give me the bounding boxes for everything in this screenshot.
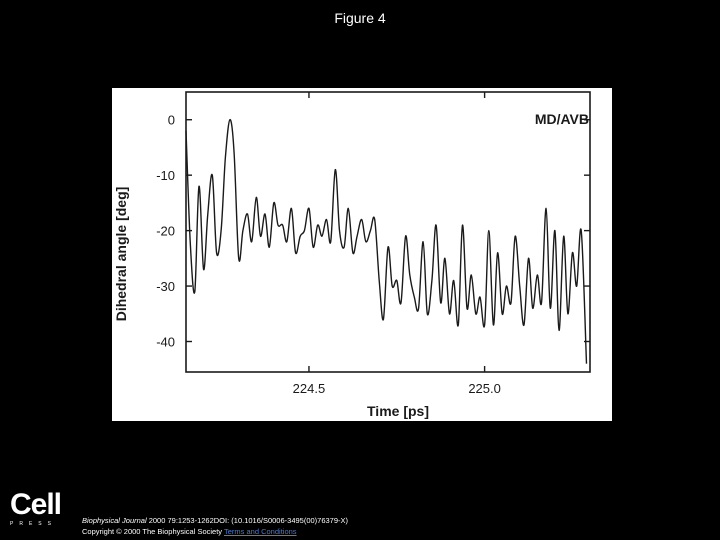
figure-panel: 0 -10 -20 -30 -40 224.5 225.0 MD/AVB Time [ps… [112, 88, 612, 421]
y-tick-label: -40 [156, 335, 175, 350]
y-axis-label: Dihedral angle [deg] [113, 187, 129, 322]
x-tick-label: 225.0 [468, 381, 501, 396]
logo-word: Cell [10, 488, 62, 521]
y-tick-label: -20 [156, 224, 175, 239]
terms-link[interactable]: Terms and Conditions [224, 527, 297, 536]
chart-axes [185, 91, 591, 373]
chart-annotation: MD/AVB [535, 111, 589, 127]
y-tick-label: 0 [168, 113, 175, 128]
x-ticks: 224.5 225.0 [293, 92, 501, 396]
slide-title: Figure 4 [334, 10, 386, 26]
x-tick-label: 224.5 [293, 381, 326, 396]
y-tick-label: -30 [156, 279, 175, 294]
x-axis-label: Time [ps] [367, 403, 429, 419]
citation-journal: Biophysical Journal [82, 516, 147, 525]
citation: Biophysical Journal 2000 79:1253-1262DOI… [82, 515, 348, 537]
dihedral-angle-chart: 0 -10 -20 -30 -40 224.5 225.0 MD/AVB Time [ps… [113, 91, 591, 419]
y-ticks: 0 -10 -20 -30 -40 [156, 113, 590, 350]
cell-press-logo: Cell PRESS [10, 490, 72, 530]
y-tick-label: -10 [156, 168, 175, 183]
logo-press: PRESS [10, 521, 57, 527]
citation-line-2: Copyright © 2000 The Biophysical Society… [82, 526, 348, 537]
citation-line-1: Biophysical Journal 2000 79:1253-1262DOI… [82, 515, 348, 526]
series-line [185, 118, 588, 364]
citation-details: 2000 79:1253-1262DOI: (10.1016/S0006-349… [146, 516, 349, 525]
plot-frame [185, 91, 591, 373]
citation-copyright: Copyright © 2000 The Biophysical Society [82, 527, 224, 536]
